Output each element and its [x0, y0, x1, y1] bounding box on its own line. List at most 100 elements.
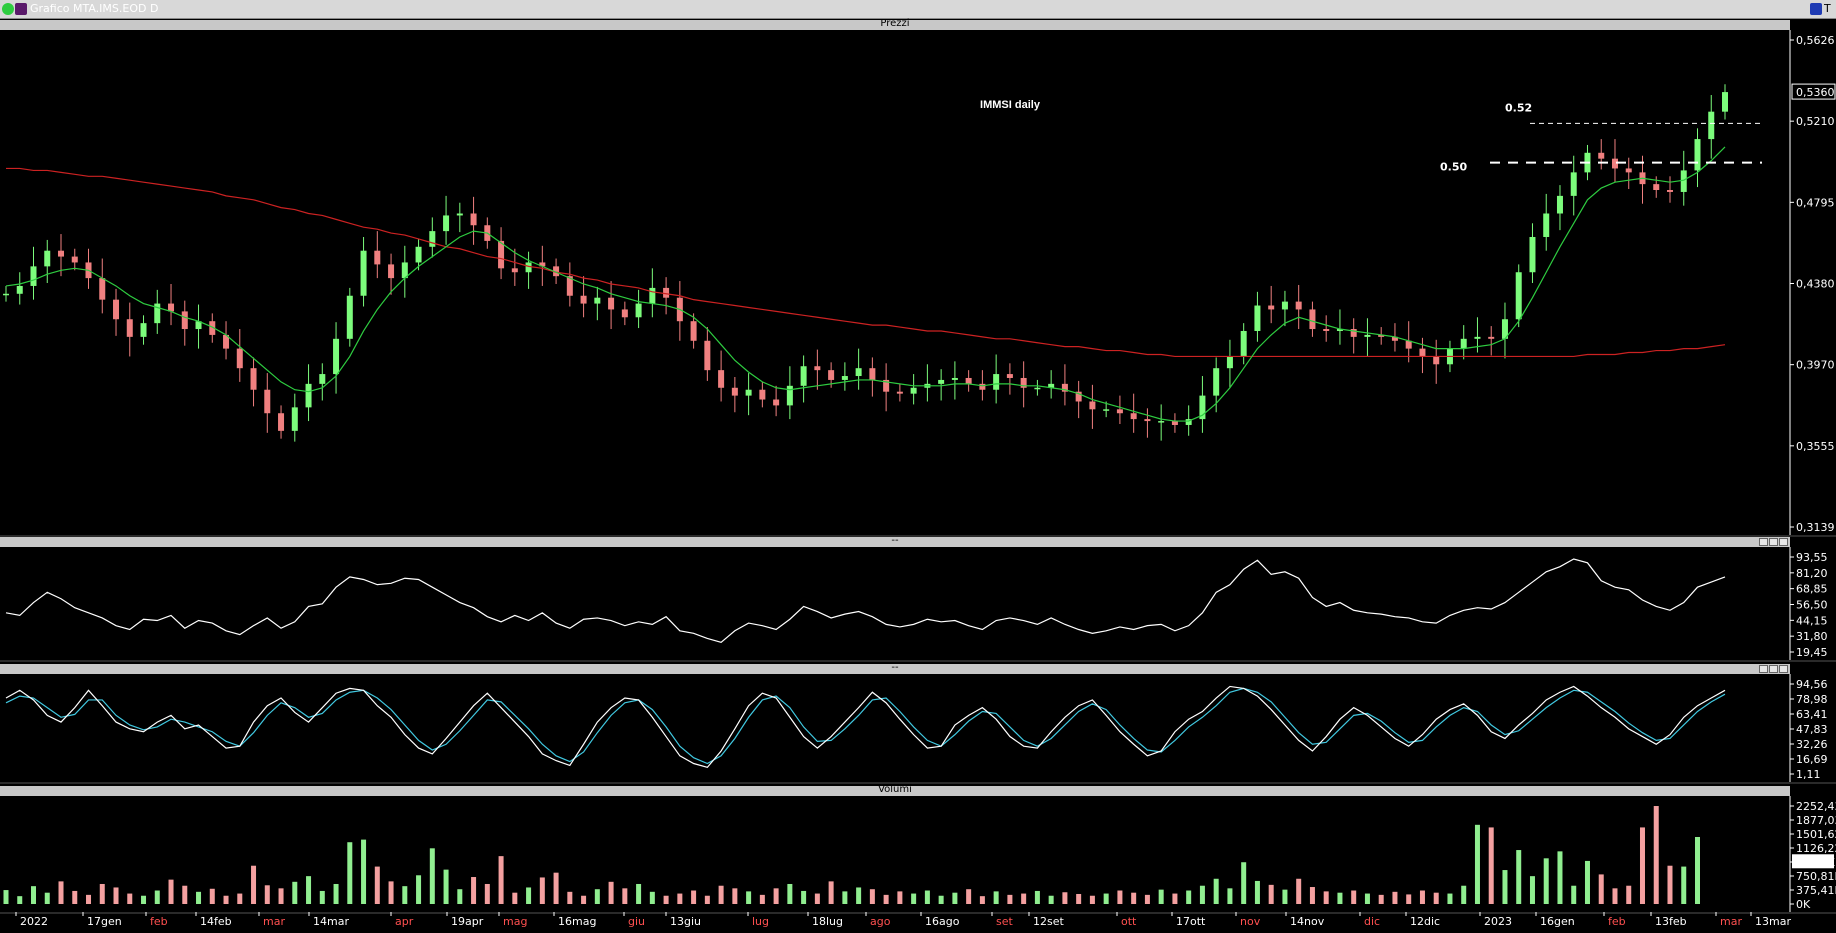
osc1-axis-tick-label: 68,85	[1796, 583, 1828, 596]
price-panel-label: Prezzi	[880, 18, 910, 29]
volume-bar	[636, 883, 642, 904]
volume-bar	[1543, 858, 1549, 904]
volume-bar	[223, 895, 229, 904]
candle-body	[841, 376, 848, 380]
volume-bar	[1571, 885, 1577, 904]
close-icon[interactable]	[1779, 538, 1788, 546]
candle-body	[553, 266, 560, 277]
price-axis-tick-label: 0,5626	[1796, 34, 1835, 47]
volume-bar	[3, 890, 9, 904]
app-icon	[2, 3, 14, 15]
volume-bar	[498, 856, 504, 904]
osc2-panel-header: --	[0, 662, 1790, 674]
volume-bar	[1694, 836, 1700, 904]
volume-bar	[374, 866, 380, 904]
x-axis-label: giu	[628, 915, 645, 928]
x-axis-label: 14mar	[313, 915, 349, 928]
minimize-icon[interactable]	[1759, 665, 1768, 673]
osc1-axis-tick-label: 19,45	[1796, 646, 1828, 659]
volume-axis-tick-label: 1877,03K	[1796, 814, 1836, 827]
volume-bar	[869, 889, 875, 904]
candle-body	[1694, 139, 1701, 171]
close-icon[interactable]	[1779, 665, 1788, 673]
volume-bar	[278, 888, 284, 904]
volume-bar	[1296, 878, 1302, 904]
volume-bar	[718, 885, 724, 904]
candle-body	[223, 334, 230, 349]
volume-bar	[663, 895, 669, 904]
maximize-icon[interactable]	[1769, 538, 1778, 546]
volume-bar	[539, 877, 545, 904]
candle-body	[388, 264, 395, 279]
candle-body	[951, 377, 958, 380]
volume-bar	[361, 839, 367, 904]
volume-bar	[622, 888, 628, 904]
candle-body	[1488, 336, 1495, 339]
volume-bar	[209, 888, 215, 904]
volume-bar	[594, 889, 600, 904]
candle-body	[1625, 168, 1632, 173]
volume-bar	[141, 895, 147, 904]
candle-body	[1240, 330, 1247, 357]
ma-short-line	[5, 146, 1726, 422]
volume-bar	[677, 893, 683, 904]
osc1-panel-label: --	[891, 535, 899, 546]
volume-bar	[1268, 884, 1274, 904]
play-icon[interactable]	[15, 3, 27, 15]
candle-body	[1130, 413, 1137, 420]
candle-body	[1061, 383, 1068, 392]
candle-body	[333, 338, 340, 375]
window-menu-icon[interactable]	[1810, 3, 1822, 15]
candle-body	[1006, 374, 1013, 378]
volume-highlight-box	[1792, 854, 1834, 869]
osc2-axis-tick-label: 32,26	[1796, 738, 1828, 751]
candle-body	[1501, 319, 1508, 339]
volume-bar	[1021, 893, 1027, 904]
candle-body	[566, 276, 573, 296]
volume-axis-tick-label: 750,81K	[1796, 870, 1836, 883]
candle-body	[608, 297, 615, 310]
candle-body	[1336, 329, 1343, 331]
volume-bar	[883, 894, 889, 904]
volume-bar	[911, 893, 917, 904]
candle-body	[718, 370, 725, 388]
x-axis-label: feb	[150, 915, 168, 928]
candle-body	[1158, 421, 1165, 423]
candle-body	[429, 231, 436, 247]
osc2-axis-tick-label: 1,11	[1796, 768, 1821, 781]
candle-body	[539, 262, 546, 267]
candle-body	[1199, 395, 1206, 420]
volume-bar	[1364, 893, 1370, 904]
x-axis-label: 12set	[1033, 915, 1064, 928]
candle-body	[456, 213, 463, 216]
osc2-panel-label: --	[891, 662, 899, 673]
candle-body	[113, 299, 120, 320]
candle-body	[374, 250, 381, 265]
volume-bar	[319, 890, 325, 904]
candle-body	[16, 285, 23, 294]
candle-body	[264, 389, 271, 414]
volume-bar	[828, 881, 834, 904]
osc1-axis-tick-label: 93,55	[1796, 551, 1828, 564]
candle-body	[1722, 92, 1728, 112]
candle-body	[1653, 184, 1660, 190]
volume-bar	[1598, 874, 1604, 904]
candle-body	[401, 262, 408, 279]
volume-bar	[1433, 892, 1439, 904]
volume-bar	[1351, 890, 1357, 904]
volume-bar	[732, 888, 738, 904]
price-axis-tick-label: 0,3555	[1796, 440, 1835, 453]
volume-bar	[1076, 893, 1082, 904]
volume-bar	[1034, 890, 1040, 904]
minimize-icon[interactable]	[1759, 538, 1768, 546]
volume-bar	[113, 887, 119, 904]
volume-bar	[1461, 885, 1467, 904]
candle-body	[1185, 419, 1192, 425]
x-axis-label: lug	[752, 915, 769, 928]
x-axis-label: 14feb	[200, 915, 232, 928]
maximize-icon[interactable]	[1769, 665, 1778, 673]
osc1-line	[5, 558, 1726, 643]
candle-body	[635, 303, 642, 318]
volume-bar	[1172, 893, 1178, 904]
